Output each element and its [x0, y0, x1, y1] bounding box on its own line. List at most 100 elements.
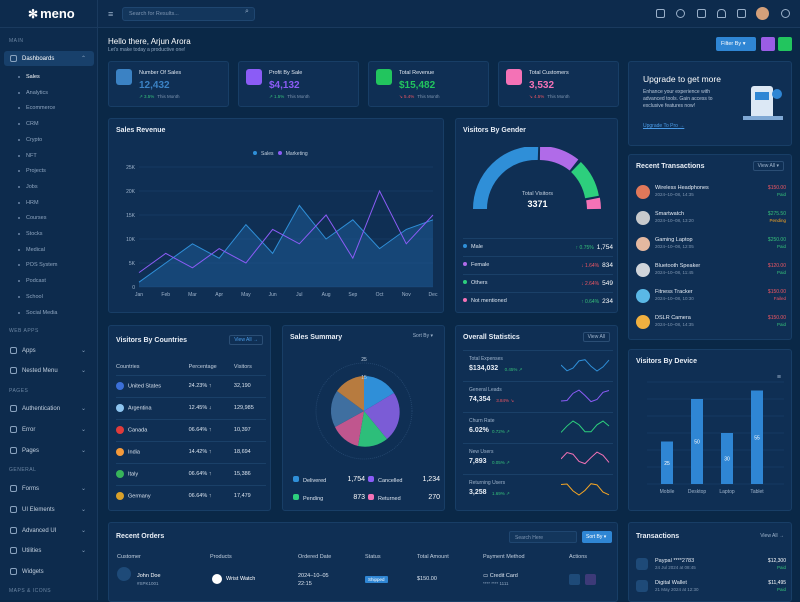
- sidebar-subitem[interactable]: Crypto: [18, 137, 42, 143]
- sidebar-subitem[interactable]: Jobs: [18, 184, 38, 190]
- transaction-name: Wireless Headphones: [655, 185, 709, 191]
- sales-revenue-card: Sales Revenue Sales Marketing 0 5K 10K 15K 2…: [108, 118, 444, 313]
- stat-suffix: This Month: [287, 94, 310, 99]
- transaction-row[interactable]: Smartwatch 2024–10–08, 13:20 $275.50 Pendin…: [636, 209, 786, 233]
- table-row: Canada 06.64% ↑ 10,397: [116, 418, 266, 441]
- orders-search-input[interactable]: Search Here: [509, 531, 577, 543]
- stat-suffix: This Month: [547, 94, 570, 99]
- stat-card: Total Revenue $15,482 ↘ 5.4% This Month: [368, 61, 489, 107]
- overall-value: 6.02%: [469, 427, 489, 434]
- share-button[interactable]: [778, 37, 792, 51]
- logo-icon: ✻: [28, 6, 39, 21]
- transaction-row[interactable]: Paypal ****2783 24 Jul 2024 at 08:45 $12,3…: [636, 556, 786, 580]
- theme-icon[interactable]: [676, 9, 685, 18]
- transactions-card: Transactions View All → Paypal ****2783 2…: [628, 522, 792, 602]
- edit-order-button[interactable]: [585, 574, 596, 585]
- transaction-row[interactable]: Bluetooth Speaker 2024–10–08, 11:45 $120.0…: [636, 261, 786, 285]
- overall-row: Returning Users 3,258 1.69% ↗: [463, 474, 613, 504]
- brand-logo[interactable]: ✻ meno: [0, 0, 97, 28]
- sidebar-item-nested[interactable]: Nested Menu ⌄: [4, 363, 94, 378]
- sidebar-subitem[interactable]: CRM: [18, 121, 39, 127]
- sidebar-subitem[interactable]: NFT: [18, 153, 37, 159]
- sidebar-item-widgets[interactable]: Widgets: [4, 564, 94, 579]
- sidebar-item-error[interactable]: Error ⌄: [4, 422, 94, 437]
- transaction-row[interactable]: Fitness Tracker 2024–10–08, 10:30 $150.00 F…: [636, 287, 786, 311]
- sidebar-item-advanced[interactable]: Advanced UI ⌄: [4, 523, 94, 538]
- sidebar-subitem[interactable]: POS System: [18, 262, 57, 268]
- sidebar-item-auth[interactable]: Authentication ⌄: [4, 401, 94, 416]
- tool-icon: [10, 547, 17, 554]
- sidebar-subitem[interactable]: Stocks: [18, 231, 43, 237]
- stat-icon: [506, 69, 522, 85]
- menu-icon[interactable]: ≡: [776, 374, 781, 381]
- sidebar-subitem[interactable]: Courses: [18, 215, 46, 221]
- transaction-row[interactable]: DSLR Camera 2024–10–08, 14:35 $150.00 Paid: [636, 313, 786, 337]
- transaction-name: Bluetooth Speaker: [655, 263, 701, 269]
- orders-sort-button[interactable]: Sort By ▾: [582, 531, 612, 543]
- sidebar-item-apps[interactable]: Apps ⌄: [4, 343, 94, 358]
- x-tick-label: Mar: [188, 292, 197, 298]
- x-tick-label: Dec: [429, 292, 438, 298]
- filter-button[interactable]: Filter By ▾: [716, 37, 756, 51]
- sidebar-subitem[interactable]: Ecommerce: [18, 105, 55, 111]
- sidebar-subitem[interactable]: Medical: [18, 247, 45, 253]
- transaction-row[interactable]: Wireless Headphones 2024–10–08, 14:35 $150…: [636, 183, 786, 207]
- sidebar-subitem[interactable]: Projects: [18, 168, 46, 174]
- countries-table: Countries Percentage Visitors United State…: [116, 359, 266, 507]
- search-icon[interactable]: ⌕: [245, 8, 249, 15]
- sidebar-item-label: UI Elements: [22, 506, 55, 513]
- country-visitors: 129,985: [233, 396, 266, 419]
- search-input[interactable]: Search for Results...: [122, 7, 255, 21]
- sidebar-item-dashboards[interactable]: Dashboards ⌃: [4, 51, 94, 66]
- sidebar-item-ui[interactable]: UI Elements ⌄: [4, 502, 94, 517]
- series-line-marketing: [138, 204, 434, 283]
- view-all-button[interactable]: View All: [582, 332, 610, 342]
- sidebar-subitem[interactable]: Analytics: [18, 90, 48, 96]
- stat-change: ↗ 3.5% This Month: [139, 94, 180, 100]
- fullscreen-icon[interactable]: [737, 9, 746, 18]
- order-id: #SPK1001: [137, 581, 159, 586]
- view-order-button[interactable]: [569, 574, 580, 585]
- sidebar-subitem[interactable]: Social Media: [18, 310, 58, 316]
- stat-label: Total Revenue: [399, 70, 435, 76]
- sidebar-item-utilities[interactable]: Utilities ⌄: [4, 543, 94, 558]
- sidebar-subitem[interactable]: HRM: [18, 200, 39, 206]
- summary-icon: [368, 476, 374, 482]
- sidebar-item-pages[interactable]: Pages ⌄: [4, 443, 94, 458]
- ring-label: 15: [361, 375, 367, 381]
- language-icon[interactable]: [656, 9, 665, 18]
- view-all-button[interactable]: View All ▾: [752, 161, 784, 171]
- sidebar-subitem[interactable]: Sales: [18, 74, 40, 80]
- order-time: 22:15: [298, 581, 312, 587]
- sidebar-item-forms[interactable]: Forms ⌄: [4, 481, 94, 496]
- menu-toggle-icon[interactable]: ≡: [108, 9, 114, 19]
- section-maps: MAPS & ICONS: [9, 588, 52, 594]
- avatar[interactable]: [756, 7, 769, 20]
- upgrade-link[interactable]: Upgrade To Pro →: [643, 123, 685, 129]
- transaction-row[interactable]: Digital Wallet 21 May 2024 at 12:30 $11,49…: [636, 578, 786, 602]
- transaction-row[interactable]: Gaming Laptop 2024–10–08, 12:05 $250.00 Pai…: [636, 235, 786, 259]
- bell-icon[interactable]: [717, 9, 726, 18]
- sidebar-subitem[interactable]: School: [18, 294, 43, 300]
- legend-label-marketing: Marketing: [285, 151, 308, 157]
- gender-title: Visitors By Gender: [463, 127, 526, 134]
- stat-value: $4,132: [269, 80, 300, 91]
- sidebar-item-label: Advanced UI: [22, 527, 57, 534]
- view-all-button[interactable]: View All →: [229, 335, 263, 345]
- view-all-button[interactable]: View All →: [760, 533, 784, 539]
- slice: [337, 376, 364, 411]
- gender-card: Visitors By Gender Total Visitors 3371 M…: [455, 118, 618, 313]
- flag-icon: [116, 426, 124, 434]
- section-main: MAIN: [9, 38, 24, 44]
- product-thumbnail: [636, 211, 650, 225]
- device-card: Visitors By Device ≡ 25 Mobile 50 Desktop 30…: [628, 349, 792, 511]
- country-cell: Argentina: [116, 396, 189, 419]
- bar-mobile: [661, 441, 673, 484]
- sidebar-subitem[interactable]: Podcast: [18, 278, 46, 284]
- avatar: [117, 567, 131, 581]
- export-button[interactable]: [761, 37, 775, 51]
- cart-icon[interactable]: [697, 9, 706, 18]
- overall-value: 3,258: [469, 489, 487, 496]
- gear-icon[interactable]: [781, 9, 790, 18]
- sort-button[interactable]: Sort By ▾: [412, 333, 433, 339]
